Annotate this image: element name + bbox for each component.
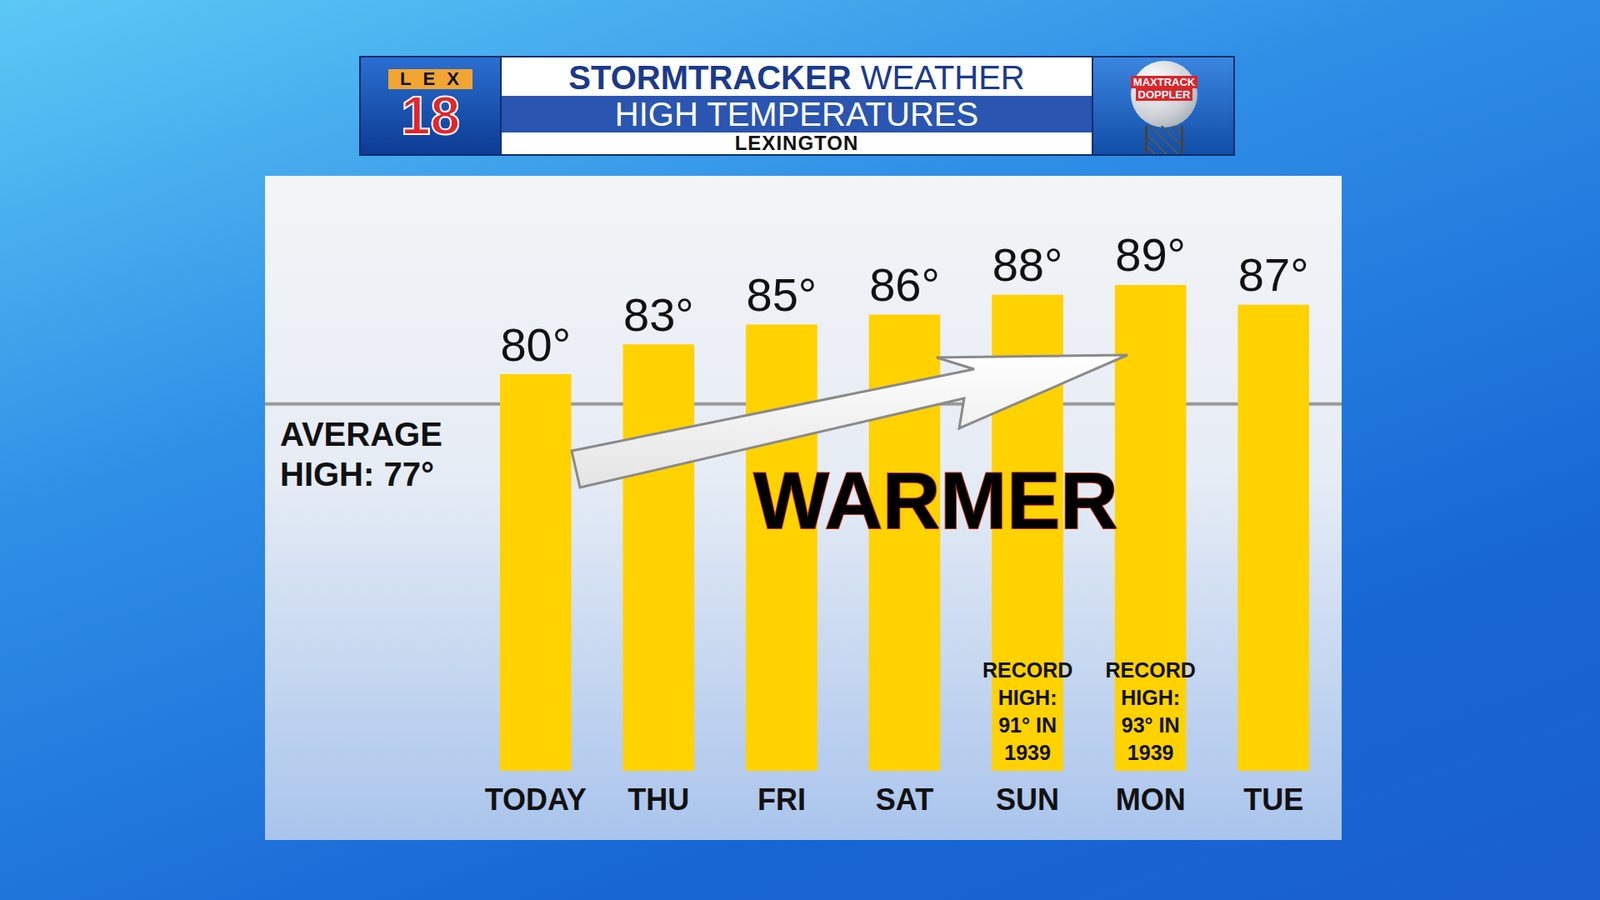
html-text:STORMTRACKER WEATHER: STORMTRACKER WEATHER xyxy=(568,59,1025,96)
html-text:LEX: LEX xyxy=(400,68,471,90)
svg-text:RECORD: RECORD xyxy=(982,658,1073,682)
svg-text:93° IN: 93° IN xyxy=(1121,713,1180,737)
svg-text:91° IN: 91° IN xyxy=(998,713,1057,737)
html-text:HIGH TEMPERATURES: HIGH TEMPERATURES xyxy=(614,95,979,133)
svg-text:TUE: TUE xyxy=(1243,782,1304,817)
svg-text:85°: 85° xyxy=(746,268,818,321)
svg-text:SAT: SAT xyxy=(875,782,934,817)
svg-text:1939: 1939 xyxy=(1004,740,1051,765)
svg-text:TODAY: TODAY xyxy=(485,782,587,817)
svg-text:83°: 83° xyxy=(623,288,695,341)
svg-text:HIGH:: HIGH: xyxy=(998,685,1058,710)
svg-text:WARMER: WARMER xyxy=(753,455,1118,545)
svg-text:HIGH:: HIGH: xyxy=(1120,685,1180,710)
html-text:18: 18 xyxy=(400,85,461,146)
svg-text:FRI: FRI xyxy=(757,782,806,817)
svg-text:MON: MON xyxy=(1115,782,1186,817)
svg-text:86°: 86° xyxy=(869,258,940,311)
svg-text:87°: 87° xyxy=(1238,248,1310,301)
svg-text:AVERAGE: AVERAGE xyxy=(280,415,443,453)
svg-text:HIGH: 77°: HIGH: 77° xyxy=(280,455,435,493)
svg-text:RECORD: RECORD xyxy=(1105,658,1195,682)
svg-text:1939: 1939 xyxy=(1127,740,1175,765)
svg-text:88°: 88° xyxy=(992,238,1064,291)
svg-text:THU: THU xyxy=(627,782,690,817)
html-text:MAXTRACK: MAXTRACK xyxy=(1133,75,1196,89)
svg-text:SUN: SUN xyxy=(995,782,1060,817)
svg-text:89°: 89° xyxy=(1115,228,1186,281)
html-text:LEXINGTON: LEXINGTON xyxy=(734,131,859,155)
svg-text:80°: 80° xyxy=(500,318,571,371)
html-text:DOPPLER: DOPPLER xyxy=(1138,88,1191,101)
